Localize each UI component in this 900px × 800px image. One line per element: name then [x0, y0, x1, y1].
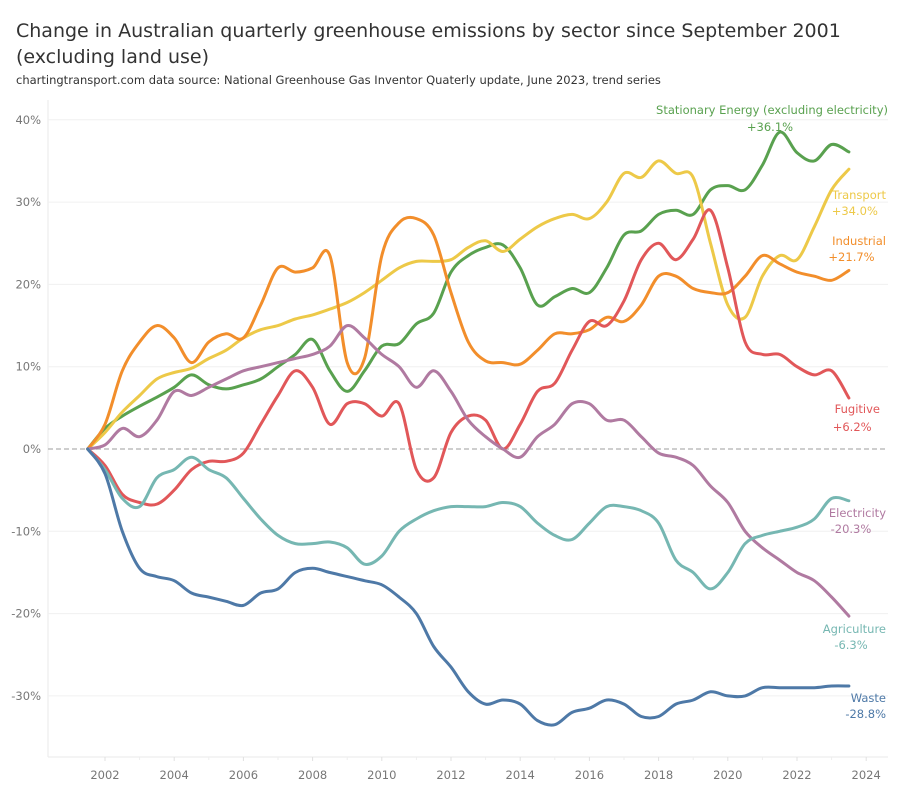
x-tick-label: 2024	[852, 768, 881, 782]
x-axis: 2002 2004 2006 2008 2010 2012 2014 2016 2018 2020…	[90, 757, 881, 782]
series-end-value-transport: +34.0%	[832, 204, 878, 218]
series-label-transport: Transport	[831, 188, 886, 202]
x-tick-label: 2014	[506, 768, 535, 782]
x-tick-label: 2006	[229, 768, 258, 782]
y-tick-label: -20%	[11, 607, 41, 621]
y-tick-label: 10%	[15, 360, 41, 374]
y-tick-label: 0%	[23, 442, 41, 456]
series-label-industrial: Industrial	[832, 234, 886, 248]
series-end-value-agriculture: -6.3%	[834, 638, 867, 652]
series-line-industrial	[86, 215, 851, 451]
y-tick-label: 40%	[15, 113, 41, 127]
series-end-value-waste: -28.8%	[845, 707, 886, 721]
x-tick-label: 2016	[575, 768, 604, 782]
series-end-value-stationary-energy-excluding-electricity: +36.1%	[747, 120, 793, 134]
series-label-waste: Waste	[851, 691, 886, 705]
series-end-value-fugitive: +6.2%	[833, 420, 872, 434]
y-tick-label: -30%	[11, 689, 41, 703]
x-tick-label: 2018	[644, 768, 673, 782]
series-end-value-industrial: +21.7%	[828, 250, 874, 264]
x-tick-label: 2010	[367, 768, 396, 782]
chart-subtitle: chartingtransport.com data source: Natio…	[16, 73, 661, 87]
x-tick-label: 2022	[782, 768, 811, 782]
y-tick-label: 30%	[15, 195, 41, 209]
x-tick-label: 2008	[298, 768, 327, 782]
y-tick-label: 20%	[15, 277, 41, 291]
series-line-fugitive	[86, 208, 851, 507]
series-label-fugitive: Fugitive	[835, 402, 880, 416]
series-line-waste	[86, 447, 851, 727]
series-line-agriculture	[86, 447, 851, 591]
y-axis: 40% 30% 20% 10% 0% -10% -20% -30%	[11, 113, 41, 703]
series-label-stationary-energy-excluding-electricity: Stationary Energy (excluding electricity…	[656, 103, 888, 117]
series-label-agriculture: Agriculture	[823, 622, 886, 636]
series-label-electricity: Electricity	[829, 506, 886, 520]
series-lines	[86, 130, 851, 727]
x-tick-label: 2020	[713, 768, 742, 782]
chart-title: Change in Australian quarterly greenhous…	[16, 20, 841, 68]
x-tick-label: 2002	[90, 768, 119, 782]
series-line-transport	[86, 159, 851, 451]
x-tick-label: 2004	[160, 768, 189, 782]
series-line-stationary-energy-excluding-electricity	[86, 130, 851, 451]
gridlines	[47, 100, 888, 758]
series-line-electricity	[86, 324, 851, 618]
series-labels: Stationary Energy (excluding electricity…	[656, 103, 888, 721]
x-tick-label: 2012	[436, 768, 465, 782]
y-tick-label: -10%	[11, 524, 41, 538]
series-end-value-electricity: -20.3%	[831, 522, 872, 536]
